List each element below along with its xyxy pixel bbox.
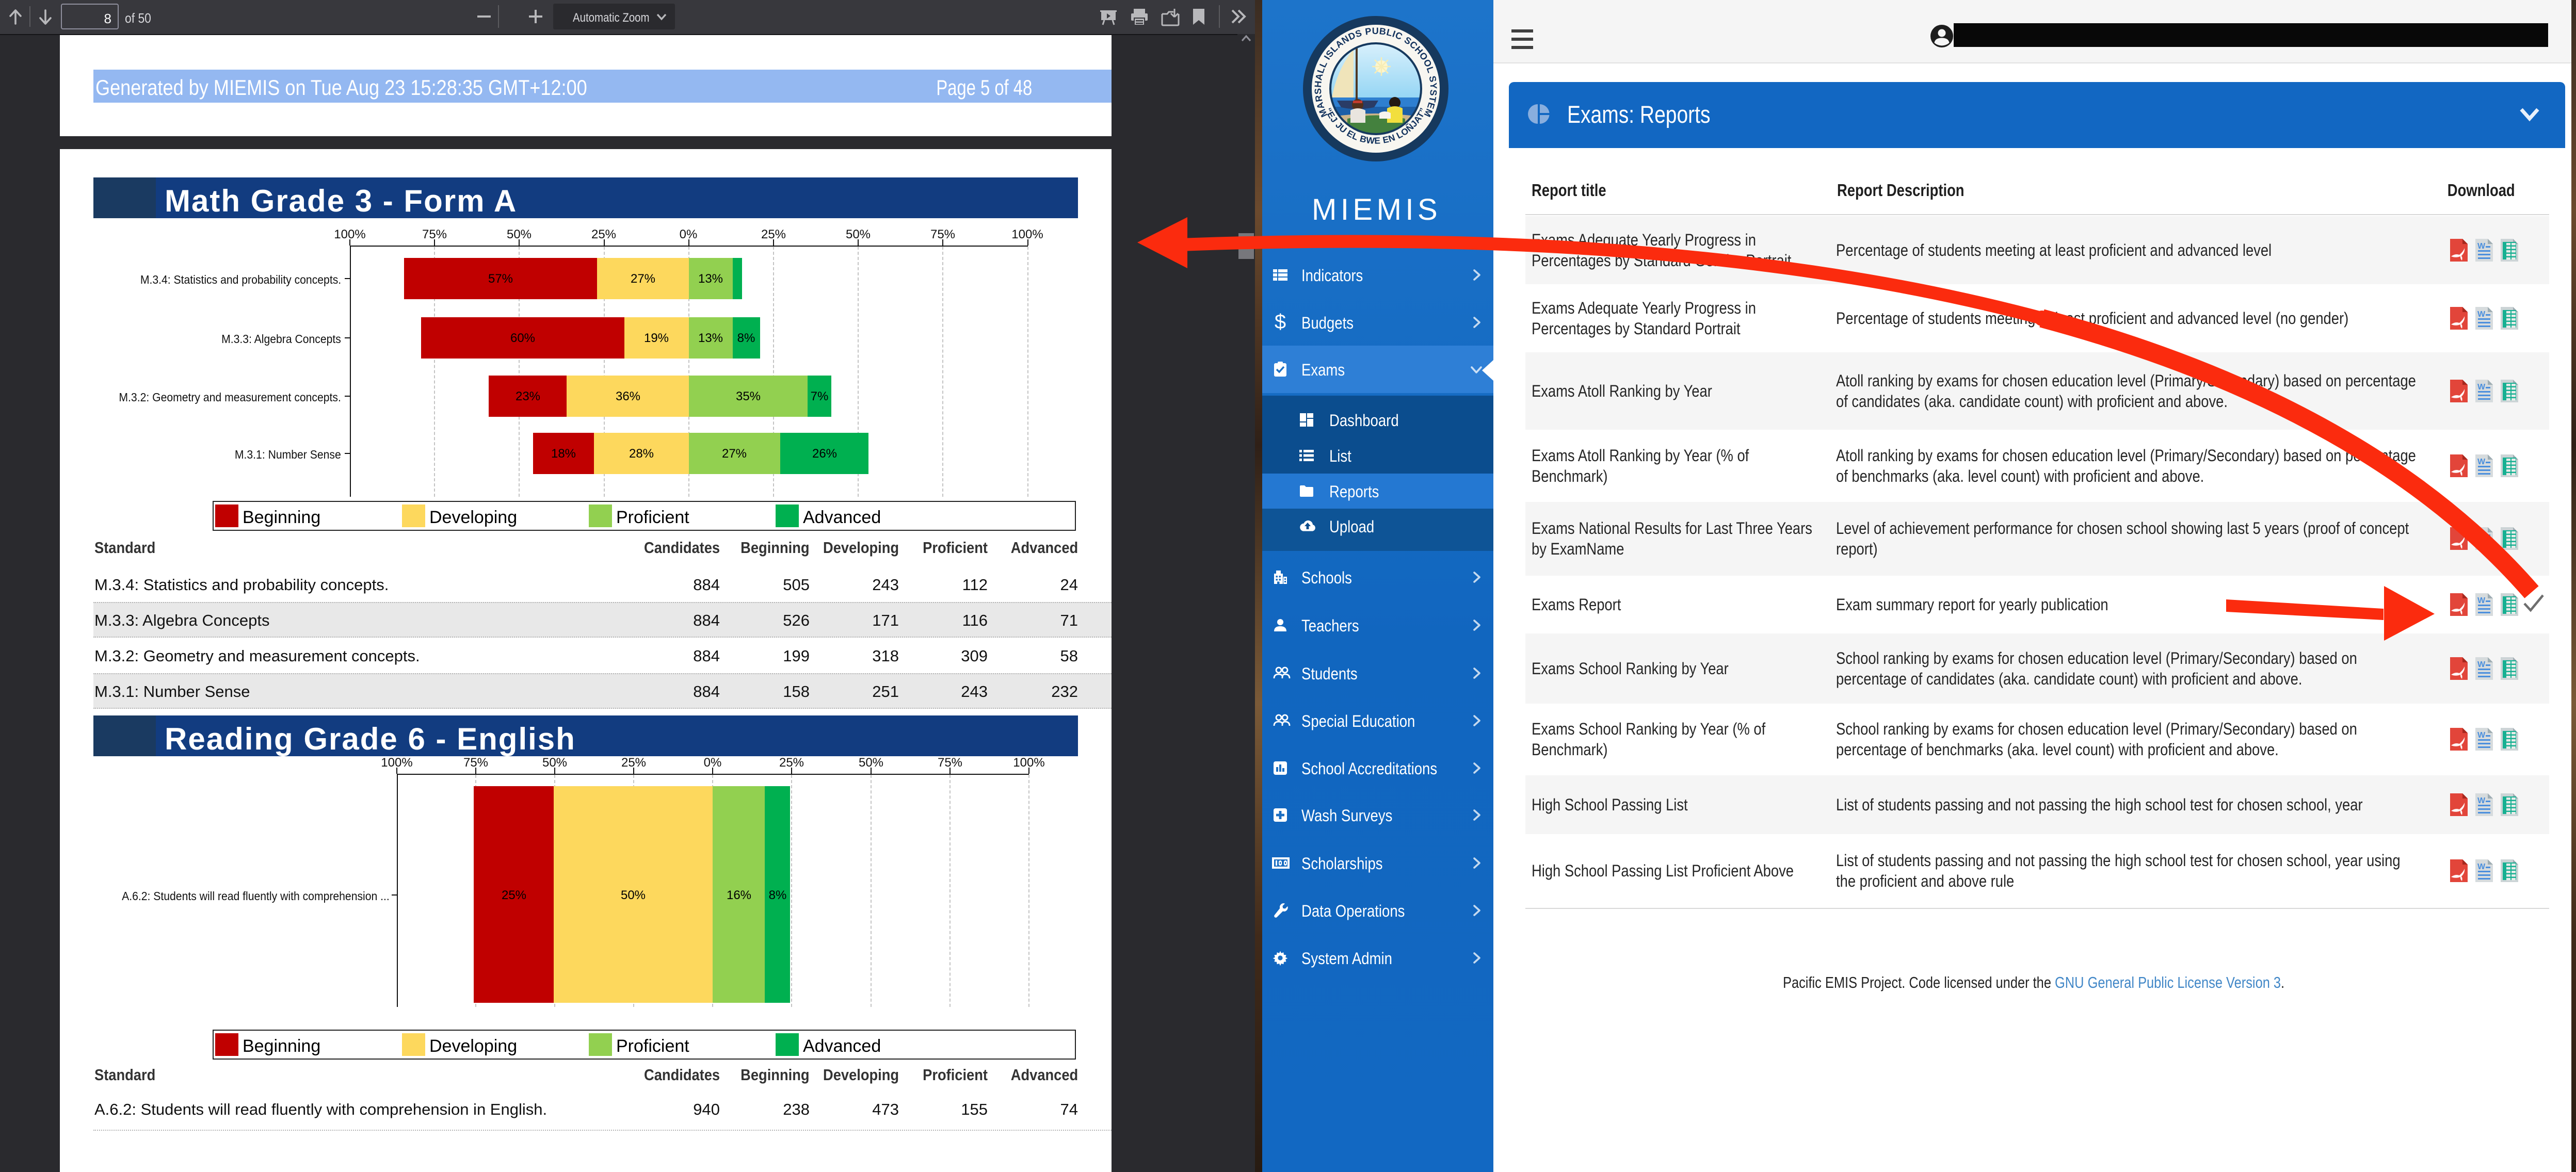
svg-text:W: W (2477, 530, 2486, 539)
svg-text:W: W (2477, 242, 2486, 251)
svg-text:W: W (2477, 310, 2486, 319)
svg-text:W: W (2477, 796, 2486, 805)
svg-text:W: W (2477, 596, 2486, 605)
svg-text:W: W (2477, 383, 2486, 392)
svg-text:W: W (2477, 458, 2486, 466)
svg-text:W: W (2477, 660, 2486, 669)
svg-text:W: W (2477, 731, 2486, 740)
svg-text:W: W (2477, 862, 2486, 871)
